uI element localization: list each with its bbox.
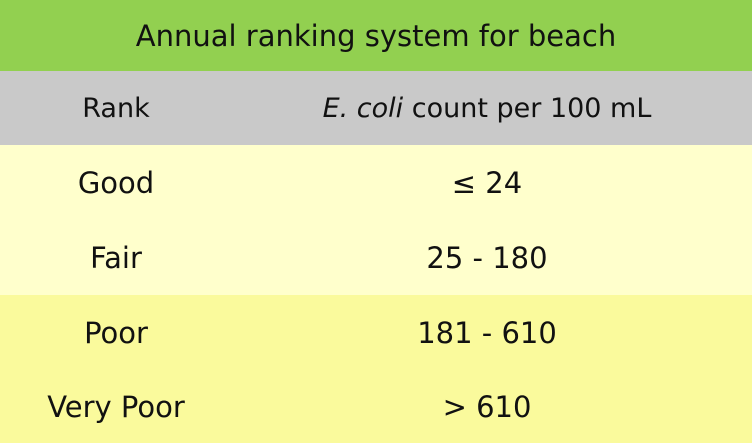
- rank-cell: Fair: [90, 240, 142, 275]
- count-cell: > 610: [442, 389, 532, 424]
- table-row: Very Poor > 610: [0, 370, 752, 443]
- table-row: Poor 181 - 610: [0, 295, 752, 370]
- table-row: Fair 25 - 180: [0, 220, 752, 295]
- count-cell: ≤ 24: [451, 165, 523, 200]
- header-rank: Rank: [82, 92, 150, 124]
- table-row: Good ≤ 24: [0, 145, 752, 220]
- header-count-italic: E. coli: [322, 92, 404, 124]
- rank-cell: Poor: [84, 315, 148, 350]
- header-count-rest: count per 100 mL: [403, 92, 652, 124]
- rank-cell: Good: [77, 165, 155, 200]
- header-count: E. coli count per 100 mL: [232, 93, 752, 124]
- count-cell: 181 - 610: [417, 315, 557, 350]
- rank-cell: Very Poor: [47, 389, 185, 424]
- count-cell: 25 - 180: [426, 240, 548, 275]
- table-header: Rank E. coli count per 100 mL: [0, 71, 752, 145]
- table-title: Annual ranking system for beach: [0, 0, 752, 71]
